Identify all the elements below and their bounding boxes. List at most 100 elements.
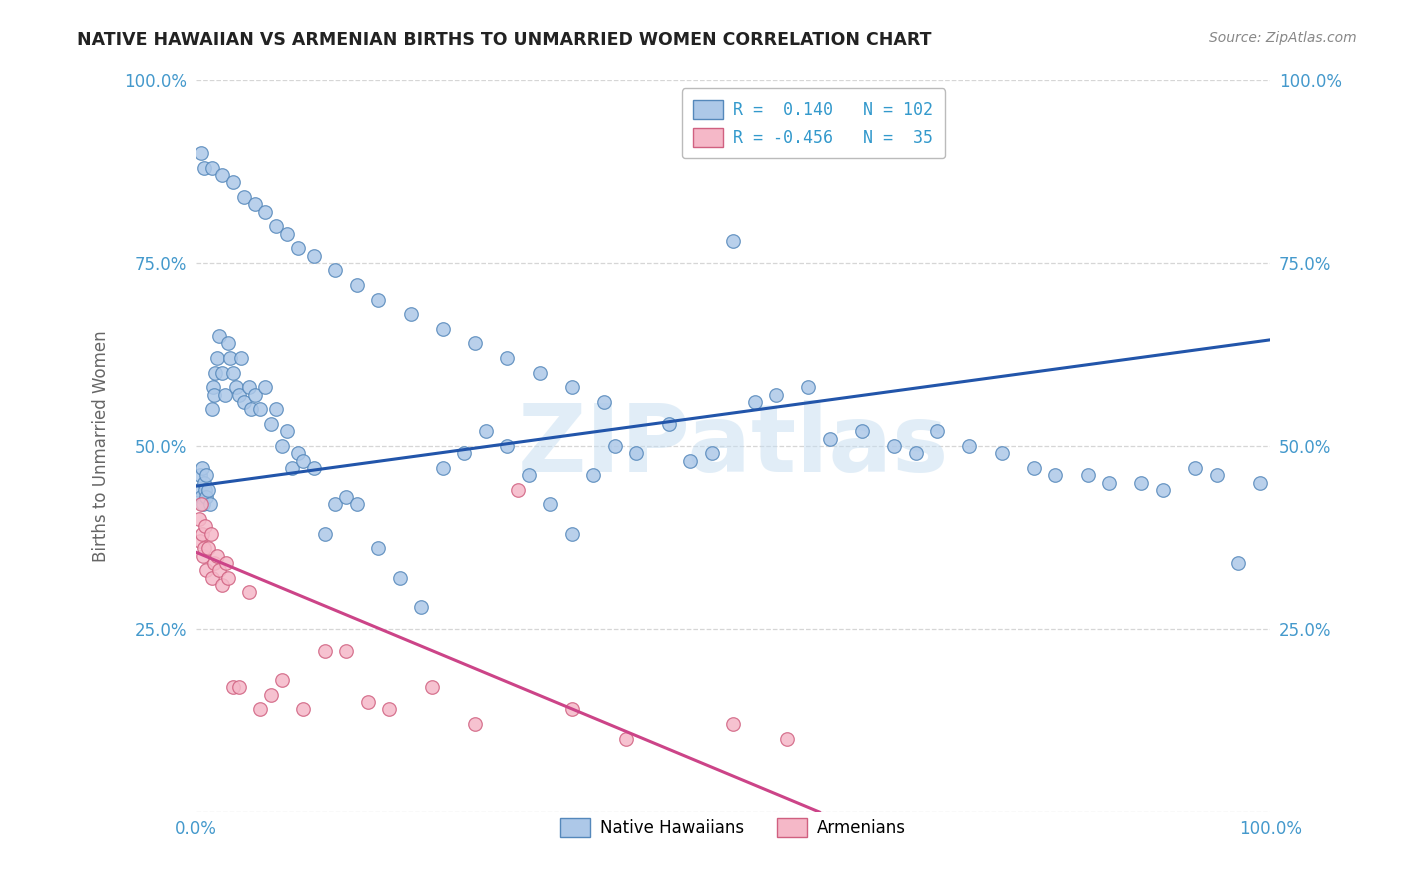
Point xyxy=(517,468,540,483)
Point xyxy=(205,549,228,563)
Point xyxy=(214,556,236,570)
Point xyxy=(464,717,486,731)
Point xyxy=(211,578,233,592)
Point xyxy=(538,498,561,512)
Point xyxy=(202,556,225,570)
Point xyxy=(264,402,287,417)
Point xyxy=(356,695,378,709)
Point xyxy=(187,483,209,497)
Point xyxy=(195,563,218,577)
Point xyxy=(292,702,315,716)
Point xyxy=(776,731,799,746)
Point xyxy=(191,498,214,512)
Point xyxy=(191,549,214,563)
Point xyxy=(219,351,242,365)
Point xyxy=(222,366,245,380)
Point xyxy=(475,425,498,439)
Point xyxy=(851,425,873,439)
Point xyxy=(657,417,679,431)
Point xyxy=(191,526,214,541)
Point xyxy=(721,234,744,248)
Point xyxy=(287,241,309,255)
Point xyxy=(593,395,616,409)
Point xyxy=(883,439,905,453)
Point xyxy=(582,468,605,483)
Point xyxy=(195,468,218,483)
Point xyxy=(232,190,254,204)
Point xyxy=(238,380,260,394)
Point xyxy=(260,417,283,431)
Point xyxy=(1227,556,1250,570)
Point xyxy=(188,468,211,483)
Point xyxy=(335,644,357,658)
Point xyxy=(1152,483,1174,497)
Point xyxy=(453,446,475,460)
Y-axis label: Births to Unmarried Women: Births to Unmarried Women xyxy=(93,330,110,562)
Point xyxy=(420,681,443,695)
Point xyxy=(217,336,239,351)
Point xyxy=(201,161,224,175)
Point xyxy=(314,644,336,658)
Point xyxy=(281,461,304,475)
Point xyxy=(208,329,231,343)
Point xyxy=(254,380,277,394)
Point xyxy=(214,387,236,401)
Point xyxy=(927,425,949,439)
Point xyxy=(314,526,336,541)
Point xyxy=(193,475,215,490)
Point xyxy=(1098,475,1121,490)
Point xyxy=(197,483,219,497)
Point xyxy=(367,293,389,307)
Point xyxy=(193,161,215,175)
Point xyxy=(200,526,222,541)
Point xyxy=(276,425,298,439)
Point xyxy=(287,446,309,460)
Point xyxy=(228,681,250,695)
Point xyxy=(335,490,357,504)
Point xyxy=(626,446,648,460)
Point xyxy=(232,395,254,409)
Point xyxy=(240,402,263,417)
Point xyxy=(225,380,247,394)
Point xyxy=(201,380,224,394)
Point xyxy=(700,446,723,460)
Point xyxy=(198,498,221,512)
Point xyxy=(222,176,245,190)
Point xyxy=(211,168,233,182)
Point xyxy=(228,387,250,401)
Point xyxy=(323,263,346,277)
Point xyxy=(1130,475,1153,490)
Point xyxy=(222,681,245,695)
Point xyxy=(1022,461,1045,475)
Point xyxy=(194,483,217,497)
Point xyxy=(614,731,637,746)
Point xyxy=(243,197,266,211)
Point xyxy=(904,446,927,460)
Point xyxy=(201,402,224,417)
Point xyxy=(561,702,583,716)
Point xyxy=(211,366,233,380)
Point xyxy=(270,439,292,453)
Point xyxy=(388,571,411,585)
Point xyxy=(529,366,551,380)
Point xyxy=(1249,475,1271,490)
Point xyxy=(378,702,401,716)
Point xyxy=(1077,468,1099,483)
Point xyxy=(797,380,820,394)
Point xyxy=(302,461,325,475)
Point xyxy=(193,541,215,556)
Point xyxy=(195,490,218,504)
Point xyxy=(260,688,283,702)
Point xyxy=(1205,468,1227,483)
Point xyxy=(217,571,239,585)
Point xyxy=(346,498,368,512)
Point xyxy=(323,498,346,512)
Point xyxy=(1184,461,1206,475)
Point xyxy=(561,380,583,394)
Text: NATIVE HAWAIIAN VS ARMENIAN BIRTHS TO UNMARRIED WOMEN CORRELATION CHART: NATIVE HAWAIIAN VS ARMENIAN BIRTHS TO UN… xyxy=(77,31,932,49)
Point xyxy=(238,585,260,599)
Point xyxy=(411,599,433,614)
Point xyxy=(679,453,702,467)
Point xyxy=(249,702,271,716)
Point xyxy=(990,446,1012,460)
